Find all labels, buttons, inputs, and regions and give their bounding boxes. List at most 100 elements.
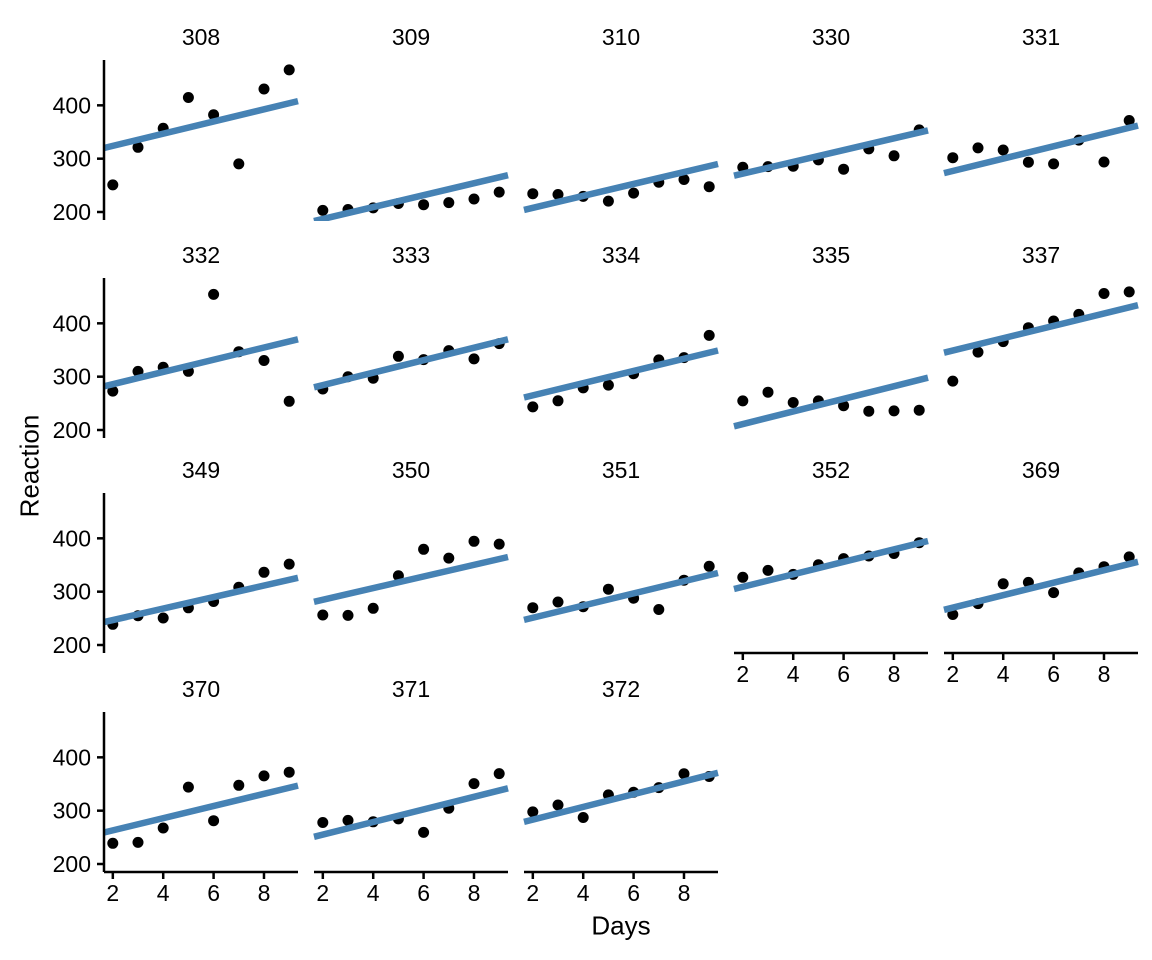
x-tick-label: 4 — [367, 880, 380, 906]
fit-line — [313, 785, 509, 840]
panel-350: 350 — [313, 457, 509, 621]
x-tick-label: 6 — [1047, 661, 1060, 687]
y-tick-label: 400 — [53, 744, 91, 770]
y-tick-label: 300 — [53, 364, 91, 390]
fit-line — [733, 127, 929, 179]
data-point — [947, 152, 959, 164]
x-tick-label: 6 — [837, 661, 850, 687]
fit-line — [523, 569, 719, 624]
data-point — [443, 552, 455, 564]
data-point — [888, 150, 900, 162]
data-point — [1048, 158, 1060, 170]
panel-title: 309 — [392, 24, 430, 50]
fit-line — [733, 374, 929, 430]
data-point — [703, 181, 715, 193]
data-point — [838, 400, 850, 412]
data-point — [283, 766, 295, 778]
data-point — [283, 558, 295, 570]
panel-372: 372 2 4 6 8 — [523, 676, 719, 906]
x-tick-label: 8 — [468, 880, 481, 906]
panel-352: 352 2 4 6 8 — [733, 457, 929, 687]
y-tick-label: 400 — [53, 525, 91, 551]
data-point — [468, 535, 480, 547]
data-point — [317, 204, 329, 216]
panel-309: 309 — [313, 24, 509, 221]
panel-334: 334 — [523, 242, 719, 413]
data-point — [443, 197, 455, 209]
y-tick-label: 200 — [53, 851, 91, 877]
data-point — [468, 353, 480, 365]
data-point — [342, 609, 354, 621]
panel-title: 369 — [1022, 457, 1060, 483]
panel-332: 332 200 300 400 — [53, 242, 299, 443]
x-axis-title: Days — [591, 910, 651, 941]
data-point — [157, 822, 169, 834]
panel-330: 330 — [733, 24, 929, 179]
data-point — [678, 768, 690, 780]
data-point — [602, 583, 614, 595]
panel-308: 308 200 300 400 — [53, 24, 299, 225]
data-point — [888, 405, 900, 417]
data-point — [602, 379, 614, 391]
data-point — [527, 188, 539, 200]
data-point — [552, 799, 564, 811]
panel-331: 331 — [943, 24, 1139, 177]
data-point — [233, 158, 245, 170]
data-point — [392, 350, 404, 362]
data-point — [1098, 156, 1110, 168]
data-point — [997, 578, 1009, 590]
data-point — [527, 806, 539, 818]
data-point — [552, 596, 564, 608]
panel-310: 310 — [523, 24, 719, 214]
y-tick-label: 300 — [53, 798, 91, 824]
data-point — [418, 543, 430, 555]
data-point — [317, 817, 329, 828]
data-point — [182, 92, 194, 103]
fit-line — [103, 782, 299, 836]
x-tick-label: 2 — [526, 880, 539, 906]
data-point — [283, 395, 295, 407]
fit-line — [523, 347, 719, 401]
data-point — [972, 142, 984, 154]
panel-title: 352 — [812, 457, 850, 483]
y-tick-label: 200 — [53, 632, 91, 658]
data-point — [107, 385, 119, 397]
data-point — [703, 560, 715, 572]
data-point — [653, 604, 665, 615]
panel-title: 308 — [182, 24, 220, 50]
data-point — [418, 826, 430, 838]
y-tick-label: 200 — [53, 199, 91, 225]
data-point — [258, 566, 270, 578]
panel-title: 371 — [392, 676, 430, 702]
data-point — [317, 609, 329, 621]
data-point — [787, 397, 799, 408]
data-point — [737, 395, 749, 407]
data-point — [493, 768, 505, 780]
x-tick-label: 2 — [946, 661, 959, 687]
panel-title: 349 — [182, 457, 220, 483]
x-tick-label: 4 — [157, 880, 170, 906]
fit-line — [103, 97, 299, 152]
panel-title: 351 — [602, 457, 640, 483]
panel-335: 335 — [733, 242, 929, 430]
x-tick-label: 2 — [106, 880, 119, 906]
data-point — [132, 141, 144, 153]
fit-line — [103, 574, 299, 626]
x-tick-label: 6 — [207, 880, 220, 906]
data-point — [527, 602, 539, 614]
data-point — [107, 179, 119, 191]
data-point — [972, 346, 984, 358]
data-point — [1123, 551, 1135, 563]
fit-line — [313, 336, 509, 391]
fit-line — [313, 553, 509, 605]
panel-title: 370 — [182, 676, 220, 702]
fit-line — [523, 769, 719, 826]
data-point — [947, 375, 959, 387]
data-point — [527, 401, 539, 413]
fit-line — [943, 122, 1139, 177]
panel-title: 372 — [602, 676, 640, 702]
data-point — [602, 195, 614, 207]
x-tick-label: 8 — [888, 661, 901, 687]
